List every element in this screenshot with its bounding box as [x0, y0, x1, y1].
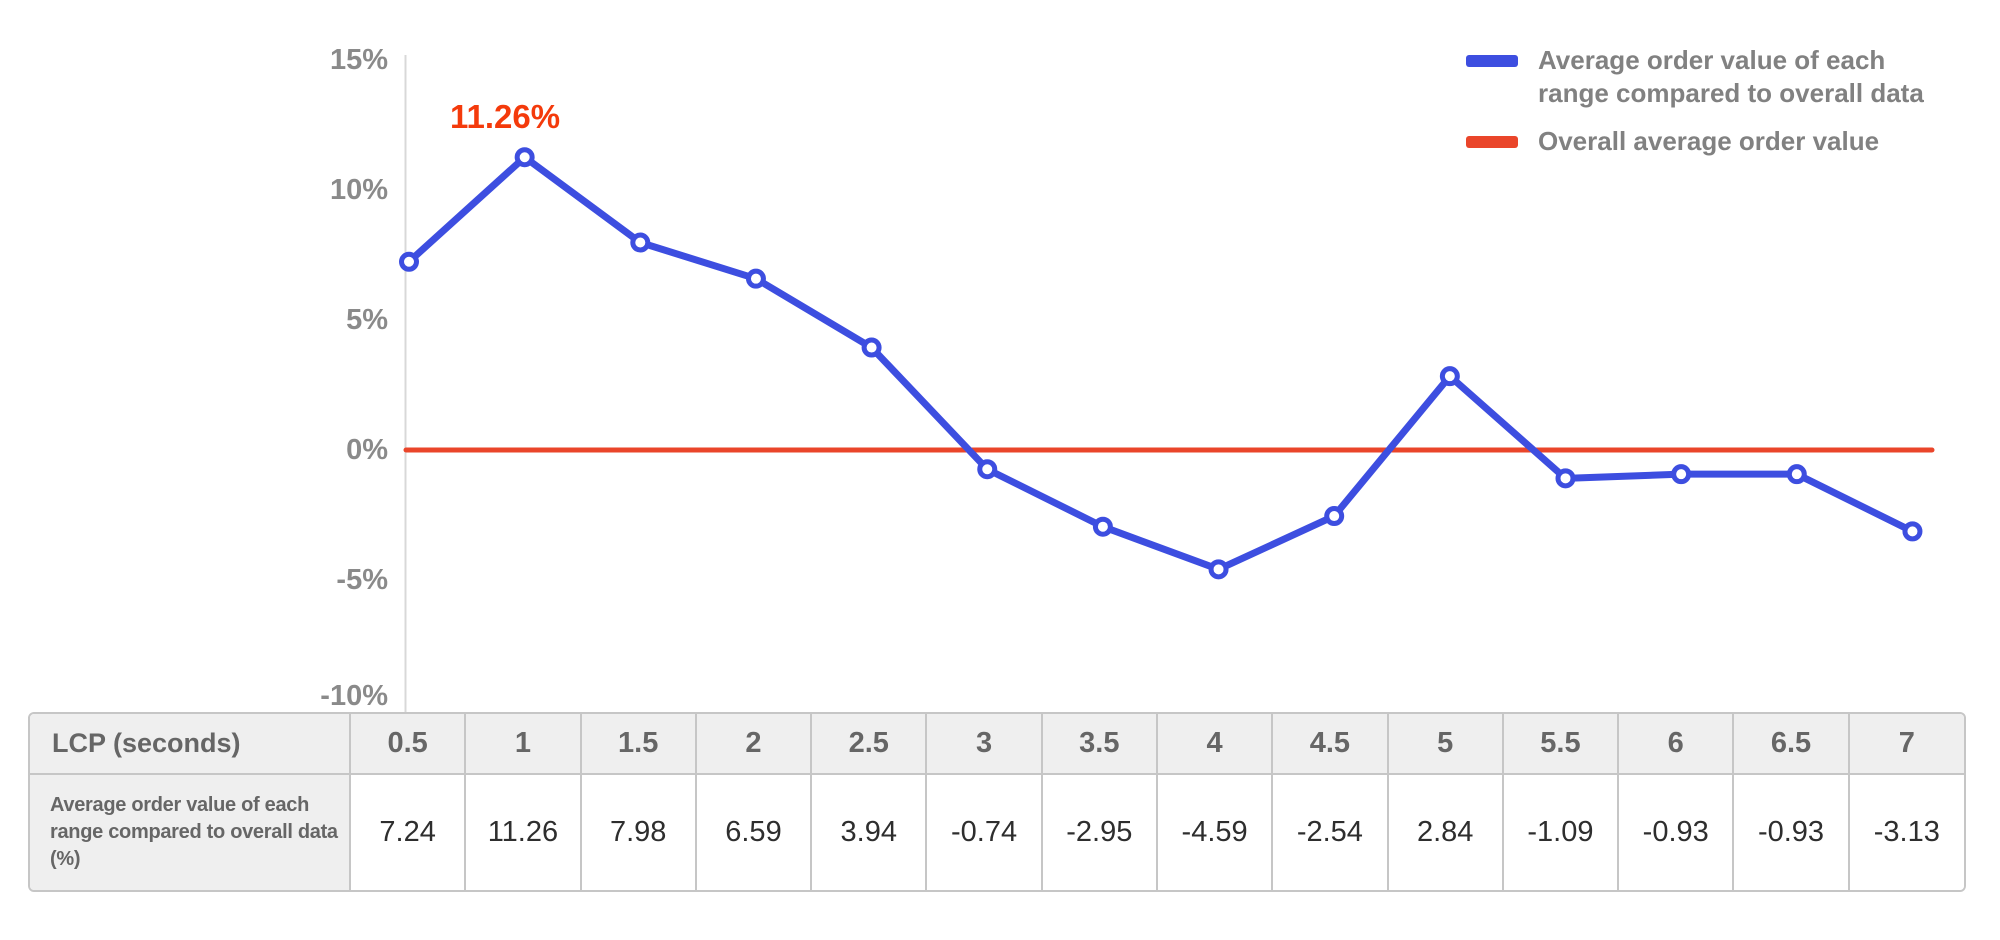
table-column-header: 7 [1847, 714, 1964, 774]
lcp-aov-table: LCP (seconds) 0.5 1 1.5 2 2.5 3 3.5 4 4.5 5 5.5 6 6.5… [30, 714, 1964, 890]
legend-swatch-blue-line [1466, 55, 1518, 67]
table-header-label: LCP (seconds) [30, 714, 350, 774]
table-cell-value: -2.54 [1271, 773, 1388, 890]
table-cell-value: 7.24 [348, 773, 466, 890]
legend-label-overall-average: Overall average order value [1538, 125, 1879, 158]
table-cell-value: 11.26 [464, 773, 581, 890]
data-point-marker [399, 251, 419, 272]
table-cell-value: -3.13 [1847, 773, 1964, 890]
table-column-header: 3.5 [1040, 714, 1157, 774]
table-cell-value: 6.59 [694, 773, 812, 890]
legend-label-line: Average order value of each [1538, 45, 1886, 75]
table-column-header: 3 [925, 714, 1042, 774]
data-table: LCP (seconds) 0.5 1 1.5 2 2.5 3 3.5 4 4.5 5 5.5 6 6.5… [28, 712, 1966, 892]
data-point-marker [745, 268, 766, 289]
y-axis-tick-label: 10% [329, 174, 388, 206]
table-column-header: 1 [464, 714, 581, 774]
data-point-marker [1208, 559, 1229, 580]
table-column-header: 1.5 [579, 714, 696, 774]
table-cell-value: -0.93 [1732, 773, 1849, 890]
table-cell-value: -0.74 [925, 773, 1042, 890]
legend-item-overall-average: Overall average order value [1466, 125, 1946, 158]
table-column-header: 2 [694, 714, 812, 774]
table-column-header: 2.5 [810, 714, 927, 774]
legend-label-line: Overall average order value [1538, 126, 1880, 156]
table-cell-value: -0.93 [1617, 773, 1734, 890]
legend-label-aov-range: Average order value of each range compar… [1538, 44, 1924, 110]
data-point-marker [1671, 464, 1692, 485]
legend-item-aov-range: Average order value of each range compar… [1466, 44, 1946, 110]
table-row-label: Average order value of each range compar… [30, 773, 350, 890]
y-axis-tick-label: 5% [346, 304, 388, 336]
table-cell-value: -4.59 [1155, 773, 1273, 890]
table-cell-value: -2.95 [1040, 773, 1157, 890]
data-point-marker [1439, 366, 1460, 387]
data-point-marker [514, 147, 535, 168]
data-point-marker [630, 232, 651, 253]
table-cell-value: 2.84 [1386, 773, 1503, 890]
table-header-row: LCP (seconds) 0.5 1 1.5 2 2.5 3 3.5 4 4.5 5 5.5 6 6.5… [30, 714, 1964, 774]
aov-range-line [405, 153, 1916, 573]
table-column-header: 6 [1617, 714, 1734, 774]
chart-legend: Average order value of each range compar… [1466, 44, 1946, 173]
data-point-marker [1092, 516, 1113, 537]
table-column-header: 4 [1155, 714, 1273, 774]
y-axis-tick-label: -5% [336, 564, 388, 596]
y-axis-tick-label: 15% [329, 44, 388, 76]
peak-annotation: 11.26% [449, 98, 561, 135]
data-point-marker [977, 459, 998, 480]
table-cell-value: -1.09 [1501, 773, 1619, 890]
table-column-header: 0.5 [348, 714, 466, 774]
table-data-row: Average order value of each range compar… [30, 773, 1964, 890]
table-column-header: 5.5 [1501, 714, 1619, 774]
y-axis-tick-label: 0% [346, 434, 388, 466]
legend-label-line: range compared to overall data [1538, 78, 1924, 108]
table-cell-value: 7.98 [579, 773, 696, 890]
data-point-marker [861, 337, 882, 358]
data-point-marker [1324, 506, 1345, 527]
data-point-marker [1786, 464, 1807, 485]
table-column-header: 6.5 [1732, 714, 1849, 774]
table-column-header: 4.5 [1271, 714, 1388, 774]
legend-swatch-red-line [1466, 136, 1518, 148]
table-cell-value: 3.94 [810, 773, 927, 890]
y-axis-tick-label: -10% [320, 680, 388, 712]
table-column-header: 5 [1386, 714, 1503, 774]
data-point-marker [1555, 468, 1576, 489]
data-point-marker [1902, 521, 1923, 542]
